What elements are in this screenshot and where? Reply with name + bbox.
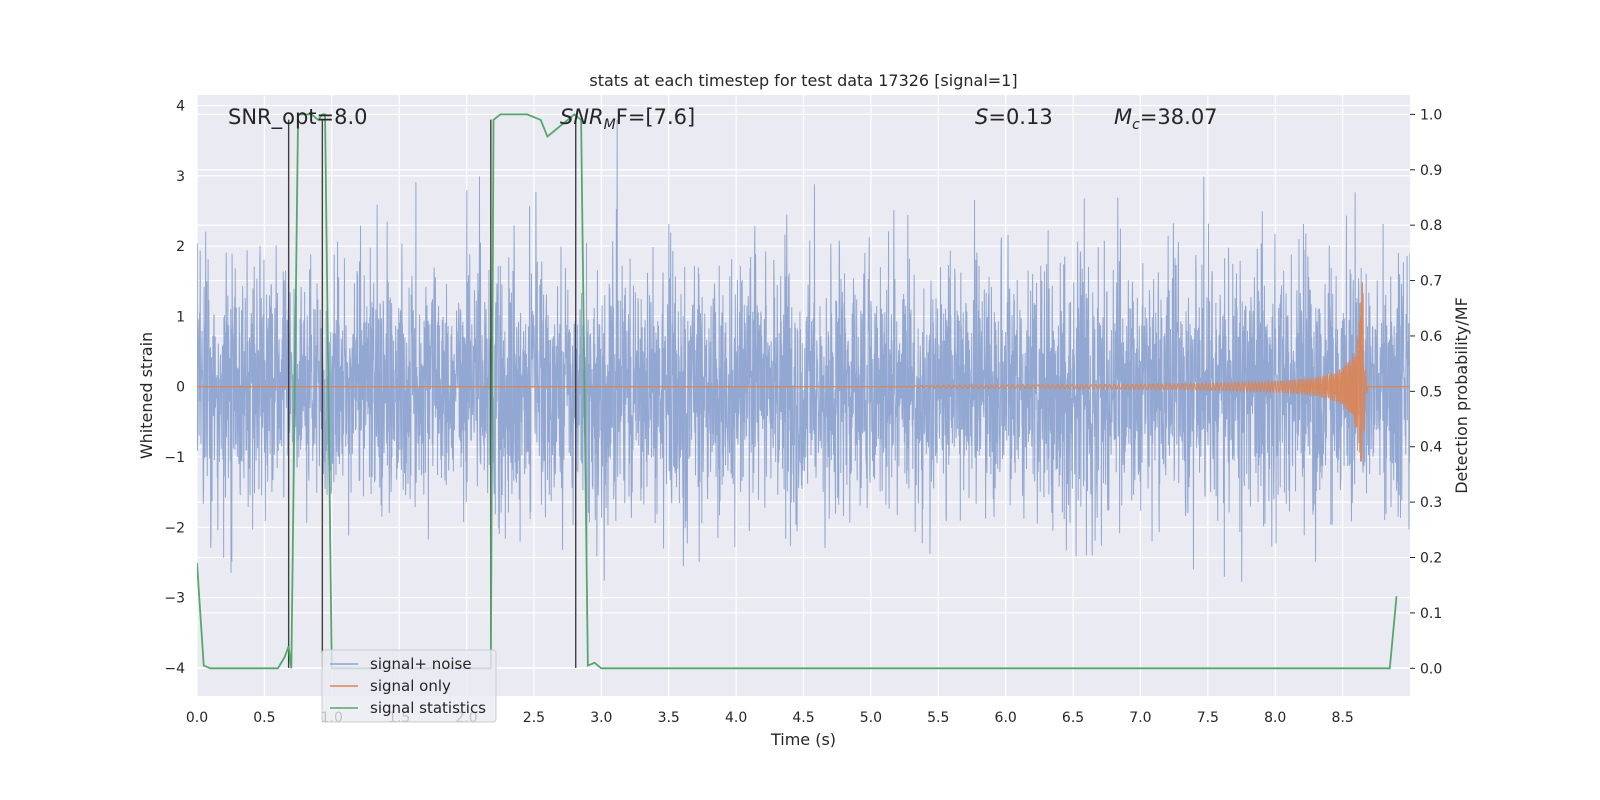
x-tick-label: 8.5 — [1331, 710, 1353, 726]
chart-title: stats at each timestep for test data 173… — [589, 71, 1017, 90]
y2-tick-label: 0.2 — [1420, 551, 1442, 567]
series-signal-plus-noise — [197, 119, 1410, 619]
y-tick-label: 4 — [176, 99, 185, 115]
legend-label-signal-statistics: signal statistics — [370, 699, 486, 717]
y-tick-label: 3 — [176, 169, 185, 185]
x-tick-label: 3.0 — [590, 710, 612, 726]
annotation-s-rest: =0.13 — [988, 105, 1052, 129]
annotation-s: S=0.13 — [975, 105, 1053, 129]
x-tick-label: 3.5 — [658, 710, 680, 726]
signal-trace — [197, 282, 1410, 462]
x-tick-label: 4.0 — [725, 710, 747, 726]
annotation-snr-mf-sub: M — [604, 117, 616, 133]
x-tick-label: 6.5 — [1062, 710, 1084, 726]
y2-tick-label: 0.8 — [1420, 218, 1442, 234]
annotation-snr-opt: SNR_opt=8.0 — [228, 105, 368, 130]
series-signal-only — [197, 282, 1410, 462]
y2-tick-label: 0.4 — [1420, 440, 1442, 456]
y-tick-label: −3 — [164, 591, 185, 607]
x-tick-label: 5.5 — [927, 710, 949, 726]
y2-tick-label: 0.6 — [1420, 329, 1442, 345]
y2-tick-label: 0.5 — [1420, 384, 1442, 400]
y2-tick-label: 0.1 — [1420, 606, 1442, 622]
x-tick-label: 4.5 — [792, 710, 814, 726]
y2-tick-label: 0.9 — [1420, 163, 1442, 179]
x-tick-label: 0.0 — [186, 710, 208, 726]
y2-tick-label: 0.0 — [1420, 661, 1442, 677]
annotation-mc: Mc=38.07 — [1114, 105, 1218, 133]
x-axis-label: Time (s) — [770, 730, 836, 749]
x-tick-label: 5.0 — [860, 710, 882, 726]
y2-axis-ticks: 1.0 0.9 0.8 0.7 0.6 0.5 0.4 0.3 0.2 0.1 0.0 — [1410, 107, 1442, 677]
y-tick-label: −4 — [164, 661, 185, 677]
series-layer — [197, 113, 1410, 670]
y-tick-label: −2 — [164, 520, 185, 536]
x-tick-label: 2.5 — [523, 710, 545, 726]
annotation-snr-mf: SNRMF=[7.6] — [560, 105, 695, 133]
annotation-mc-sub: c — [1132, 117, 1140, 133]
y-tick-label: 0 — [176, 380, 185, 396]
statistics-trace — [197, 113, 1398, 670]
legend-label-signal-only: signal only — [370, 677, 451, 695]
x-tick-label: 8.0 — [1264, 710, 1286, 726]
y-tick-label: 1 — [176, 309, 185, 325]
legend: signal+ noise signal only signal statist… — [321, 649, 497, 723]
annotation-mc-rest: =38.07 — [1140, 105, 1218, 129]
legend-label-signal-plus-noise: signal+ noise — [370, 655, 472, 673]
annotation-mc-main: M — [1114, 105, 1132, 129]
y-axis-ticks: 4 3 2 1 0 −1 −2 −3 −4 — [164, 99, 185, 677]
y-tick-label: −1 — [164, 450, 185, 466]
x-tick-label: 7.0 — [1129, 710, 1151, 726]
legend-box — [321, 649, 497, 723]
x-tick-label: 6.0 — [995, 710, 1017, 726]
x-tick-label: 0.5 — [253, 710, 275, 726]
noise-trace — [197, 119, 1410, 619]
y2-axis-label: Detection probability/MF — [1452, 297, 1471, 494]
y2-tick-label: 0.7 — [1420, 274, 1442, 290]
y2-tick-label: 1.0 — [1420, 107, 1442, 123]
series-signal-statistics — [197, 113, 1398, 670]
y-axis-label: Whitened strain — [137, 332, 156, 459]
x-tick-label: 7.5 — [1197, 710, 1219, 726]
annotation-s-main: S — [975, 105, 988, 129]
annotation-snr-mf-main: SNR — [560, 105, 604, 129]
y-tick-label: 2 — [176, 239, 185, 255]
annotation-snr-mf-rest: F=[7.6] — [616, 105, 695, 129]
y2-tick-label: 0.3 — [1420, 495, 1442, 511]
